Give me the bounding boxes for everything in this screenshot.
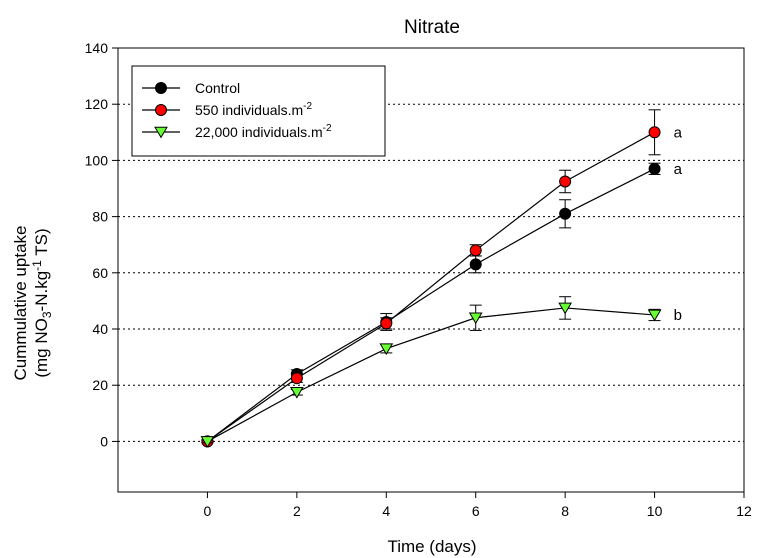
legend: Control 550 individuals.m-2 22,000 individ… bbox=[131, 65, 386, 157]
legend-label: 22,000 individuals.m-2 bbox=[195, 123, 332, 140]
plot-frame bbox=[117, 47, 745, 493]
data-point bbox=[289, 386, 304, 399]
data-point bbox=[559, 207, 572, 220]
x-tick-label: 12 bbox=[736, 503, 752, 519]
legend-item: 550 individuals.m-2 bbox=[142, 101, 313, 118]
y-axis-title-part-a: (mg NO bbox=[32, 318, 51, 378]
legend-marker bbox=[154, 126, 168, 139]
x-tick-label: 2 bbox=[293, 503, 301, 519]
x-tick-label: 0 bbox=[204, 503, 212, 519]
y-tick-label: 20 bbox=[92, 377, 108, 393]
y-axis-title-sup: -1 bbox=[30, 260, 44, 271]
legend-label: 550 individuals.m-2 bbox=[195, 101, 313, 118]
legend-marker bbox=[155, 82, 167, 94]
y-tick-label: 100 bbox=[85, 152, 109, 168]
series bbox=[200, 109, 662, 448]
y-axis-title-part-b: -N.kg bbox=[32, 271, 51, 312]
x-tick-label: 6 bbox=[472, 503, 480, 519]
x-tick-label: 10 bbox=[647, 503, 663, 519]
data-point bbox=[648, 126, 661, 139]
series-2 bbox=[200, 296, 662, 448]
y-tick-label: 120 bbox=[85, 96, 109, 112]
significance-label: a bbox=[674, 124, 683, 141]
data-point bbox=[379, 343, 394, 356]
gridlines bbox=[118, 103, 744, 442]
data-point bbox=[290, 372, 303, 385]
series-line bbox=[207, 168, 655, 442]
y-tick-label: 40 bbox=[92, 321, 108, 337]
legend-item: Control bbox=[142, 80, 240, 96]
axes bbox=[117, 47, 745, 493]
significance-label: b bbox=[674, 307, 682, 324]
x-tick-label: 8 bbox=[561, 503, 569, 519]
y-axis-title-line2: (mg NO3-N.kg-1 TS) bbox=[30, 228, 54, 377]
y-tick-label: 140 bbox=[85, 40, 109, 56]
y-tick-label: 60 bbox=[92, 265, 108, 281]
y-axis-title-sub: 3 bbox=[40, 311, 54, 318]
y-axis-title-line1: Cummulative uptake bbox=[11, 226, 30, 381]
y-axis-title-part-c: TS) bbox=[32, 228, 51, 260]
series-1 bbox=[201, 109, 661, 448]
annotations: a a b bbox=[674, 124, 683, 324]
chart-title: Nitrate bbox=[404, 17, 460, 38]
legend-label: Control bbox=[195, 80, 240, 96]
data-point bbox=[559, 175, 572, 188]
data-point bbox=[380, 317, 393, 330]
data-point bbox=[469, 244, 482, 257]
y-tick-label: 80 bbox=[92, 209, 108, 225]
series-line bbox=[207, 307, 655, 442]
data-point bbox=[648, 162, 661, 175]
data-point bbox=[200, 436, 215, 448]
y-tick-label: 0 bbox=[100, 433, 108, 449]
legend-box bbox=[131, 65, 386, 157]
data-point bbox=[469, 258, 482, 271]
legend-marker bbox=[155, 104, 167, 116]
ticks: 0 20 40 60 80 100 120 140 0 2 4 6 8 10 12 bbox=[85, 40, 752, 519]
x-axis-title: Time (days) bbox=[387, 537, 476, 556]
legend-item: 22,000 individuals.m-2 bbox=[142, 123, 332, 140]
series-line bbox=[207, 131, 655, 442]
y-axis-title: Cummulative uptake (mg NO3-N.kg-1 TS) bbox=[11, 226, 54, 381]
significance-label: a bbox=[674, 161, 683, 178]
series-0 bbox=[201, 162, 661, 448]
data-point bbox=[558, 302, 573, 315]
data-point bbox=[647, 309, 662, 322]
legend-items: Control 550 individuals.m-2 22,000 individ… bbox=[142, 80, 332, 140]
data-point bbox=[468, 312, 483, 325]
x-tick-label: 4 bbox=[382, 503, 390, 519]
